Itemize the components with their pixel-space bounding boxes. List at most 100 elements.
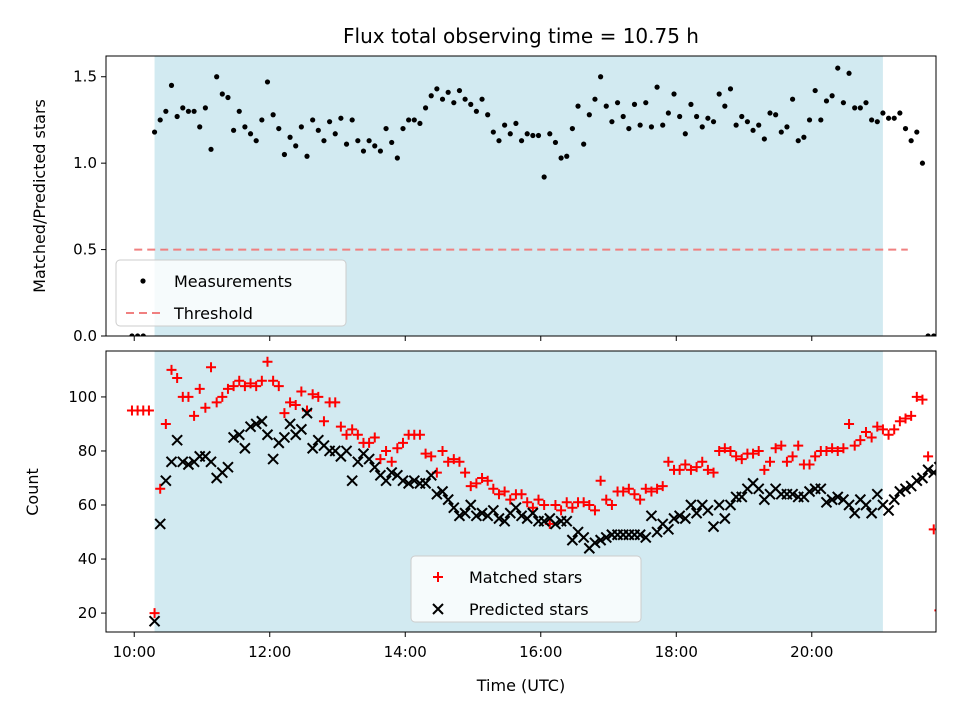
measurement-point (259, 117, 265, 123)
matched-star-point (454, 456, 465, 467)
bottom-y-tick-label: 100 (68, 388, 97, 406)
predicted-star-point (408, 474, 420, 487)
predicted-star-point (634, 529, 646, 541)
predicted-star-point (165, 456, 178, 468)
measurement-point (716, 91, 722, 97)
measurement-point (445, 89, 451, 95)
top-y-tick-label: 0.0 (73, 327, 97, 345)
matched-star-point (946, 605, 956, 615)
measurement-point (490, 129, 496, 135)
measurement-point (502, 122, 508, 128)
matched-star-point (318, 416, 329, 427)
measurement-point (547, 131, 553, 137)
predicted-star-point (340, 445, 353, 457)
predicted-star-point (640, 531, 652, 544)
matched-star-point (691, 462, 702, 473)
measurement-point (513, 120, 519, 127)
measurement-point (722, 103, 728, 109)
predicted-star-point (493, 512, 505, 525)
matched-star-point (443, 456, 454, 467)
matched-star-point (640, 483, 651, 494)
predicted-star-point (527, 507, 539, 519)
matched-star-point (330, 397, 341, 408)
predicted-star-point (651, 526, 663, 538)
predicted-star-point (239, 442, 251, 454)
predicted-star-point (724, 499, 737, 511)
predicted-star-point (594, 534, 607, 546)
matched-star-point (759, 464, 770, 475)
matched-star-point (172, 373, 183, 384)
predicted-star-point (233, 429, 245, 441)
matched-star-point (584, 500, 595, 511)
predicted-star-point (244, 420, 257, 433)
predicted-star-point (736, 491, 748, 503)
matched-star-point (262, 356, 273, 367)
predicted-star-point (803, 485, 816, 498)
measurement-point (451, 100, 457, 106)
matched-star-point (313, 391, 324, 402)
measurement-point (168, 82, 175, 88)
matched-star-point (787, 451, 798, 462)
measurement-point (253, 138, 259, 144)
measurement-point (151, 129, 158, 135)
measurement-point (558, 155, 564, 161)
measurement-point (665, 110, 671, 116)
matched-star-point (601, 494, 612, 505)
matched-star-point (448, 454, 459, 465)
measurement-point (473, 108, 479, 114)
measurement-point (231, 127, 237, 133)
measurement-point (897, 110, 903, 116)
measurement-point (620, 113, 626, 120)
measurement-point (902, 125, 909, 132)
predicted-star-point (899, 483, 912, 495)
predicted-star-point (267, 453, 279, 465)
predicted-star-point (171, 434, 183, 446)
predicted-star-point (306, 442, 319, 454)
x-tick-label: 10:00 (113, 643, 156, 661)
bottom-y-tick-label: 80 (78, 442, 97, 460)
predicted-star-point (668, 512, 680, 525)
measurement-point (564, 153, 570, 159)
matched-star-point (770, 443, 781, 454)
matched-star-point (872, 421, 883, 432)
predicted-star-point (685, 499, 697, 511)
matched-star-point (629, 489, 640, 500)
matched-star-point (189, 410, 200, 421)
measurement-point (287, 134, 293, 140)
matched-star-point (911, 391, 922, 402)
matched-star-point (702, 464, 713, 475)
predicted-star-point (820, 496, 833, 509)
matched-star-point (877, 424, 888, 435)
x-tick-label: 14:00 (384, 643, 427, 661)
measurement-point (456, 87, 463, 94)
measurement-point (778, 129, 784, 135)
measurement-point (524, 131, 530, 137)
matched-star-point (844, 418, 855, 429)
matched-star-point (194, 383, 205, 394)
matched-star-point (725, 445, 736, 456)
matched-star-point (550, 500, 561, 511)
matched-star-point (296, 386, 307, 397)
predicted-star-point (894, 485, 906, 498)
matched-star-point (414, 429, 425, 440)
measurement-point (637, 122, 643, 128)
measurement-point (202, 105, 208, 111)
measurement-point (891, 115, 897, 121)
measurement-point (648, 124, 655, 130)
matched-star-point (556, 505, 567, 516)
measurement-point (857, 105, 863, 111)
matched-star-point (827, 443, 838, 454)
measurement-point (518, 138, 525, 144)
predicted-star-point (227, 431, 240, 444)
measurement-point (581, 141, 587, 147)
legend-label: Measurements (174, 272, 292, 291)
bottom-axes-frame (105, 350, 937, 633)
matched-star-point (657, 481, 668, 492)
matched-star-point (697, 456, 708, 467)
predicted-star-point (222, 461, 234, 473)
measurement-point (157, 117, 163, 123)
matched-star-point (533, 494, 544, 505)
measurement-point (276, 125, 282, 132)
predicted-star-point (815, 483, 827, 495)
predicted-star-point (425, 469, 437, 481)
